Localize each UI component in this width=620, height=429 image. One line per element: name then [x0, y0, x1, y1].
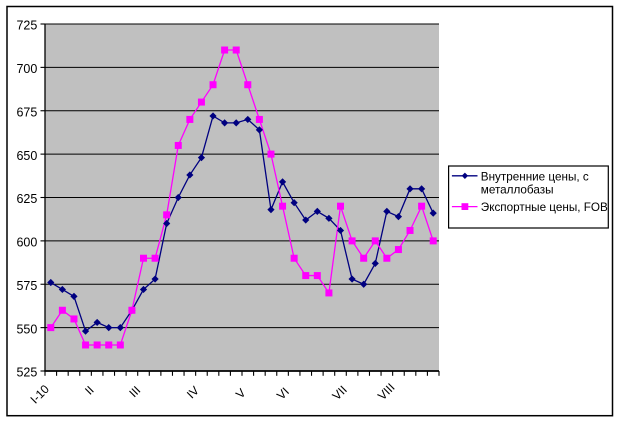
svg-text:525: 525: [16, 366, 37, 380]
svg-text:725: 725: [16, 19, 37, 33]
svg-text:650: 650: [16, 149, 37, 163]
svg-text:675: 675: [16, 105, 37, 119]
svg-text:700: 700: [16, 62, 37, 76]
svg-text:Экспортные цены, FOB: Экспортные цены, FOB: [481, 201, 608, 214]
svg-text:600: 600: [16, 236, 37, 250]
svg-text:Внутренние цены, с: Внутренние цены, с: [481, 170, 589, 183]
svg-text:575: 575: [16, 279, 37, 293]
svg-text:625: 625: [16, 192, 37, 206]
svg-text:металлобазы: металлобазы: [481, 184, 554, 197]
svg-text:550: 550: [16, 322, 37, 336]
